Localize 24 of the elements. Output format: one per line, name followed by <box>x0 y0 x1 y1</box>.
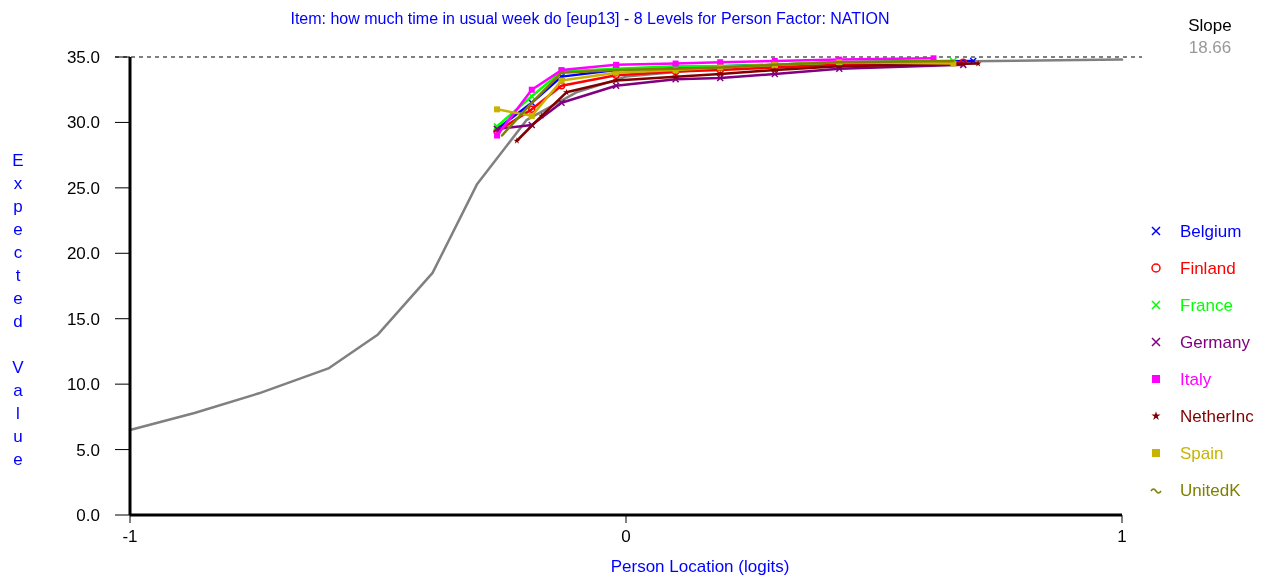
y-tick-label: 30.0 <box>66 113 100 133</box>
legend-label: Italy <box>1180 370 1212 389</box>
y-tick-label: 25.0 <box>66 178 100 198</box>
text: 18.66 <box>1188 38 1232 57</box>
y-tick-label: 5.0 <box>76 440 100 460</box>
legend-label: UnitedK <box>1180 481 1242 500</box>
y-tick-label: 15.0 <box>66 309 100 329</box>
legend-label: Finland <box>1180 259 1236 278</box>
y-tick-label: 0.0 <box>76 506 100 525</box>
y-tick-label: 35.0 <box>66 48 100 67</box>
x-tick-label: 1 <box>1117 527 1127 546</box>
chart-title: Item: how much time in usual week do [eup13] - 8 Levels for Person Factor: NATION <box>290 10 890 27</box>
x-tick-label: -1 <box>122 527 138 546</box>
legend-label: Belgium <box>1180 222 1242 241</box>
y-tick-label: 10.0 <box>66 375 100 395</box>
text: Expected Value <box>12 151 24 469</box>
x-tick-label: 0 <box>621 527 631 546</box>
text: Slope <box>1188 16 1232 35</box>
legend-label: Spain <box>1180 444 1224 463</box>
legend-label: NetherInc <box>1180 407 1255 426</box>
legend-label: Germany <box>1180 333 1251 352</box>
y-tick-label: 20.0 <box>66 244 100 264</box>
x-axis-title: Person Location (logits) <box>610 557 790 576</box>
legend-label: France <box>1180 296 1233 315</box>
